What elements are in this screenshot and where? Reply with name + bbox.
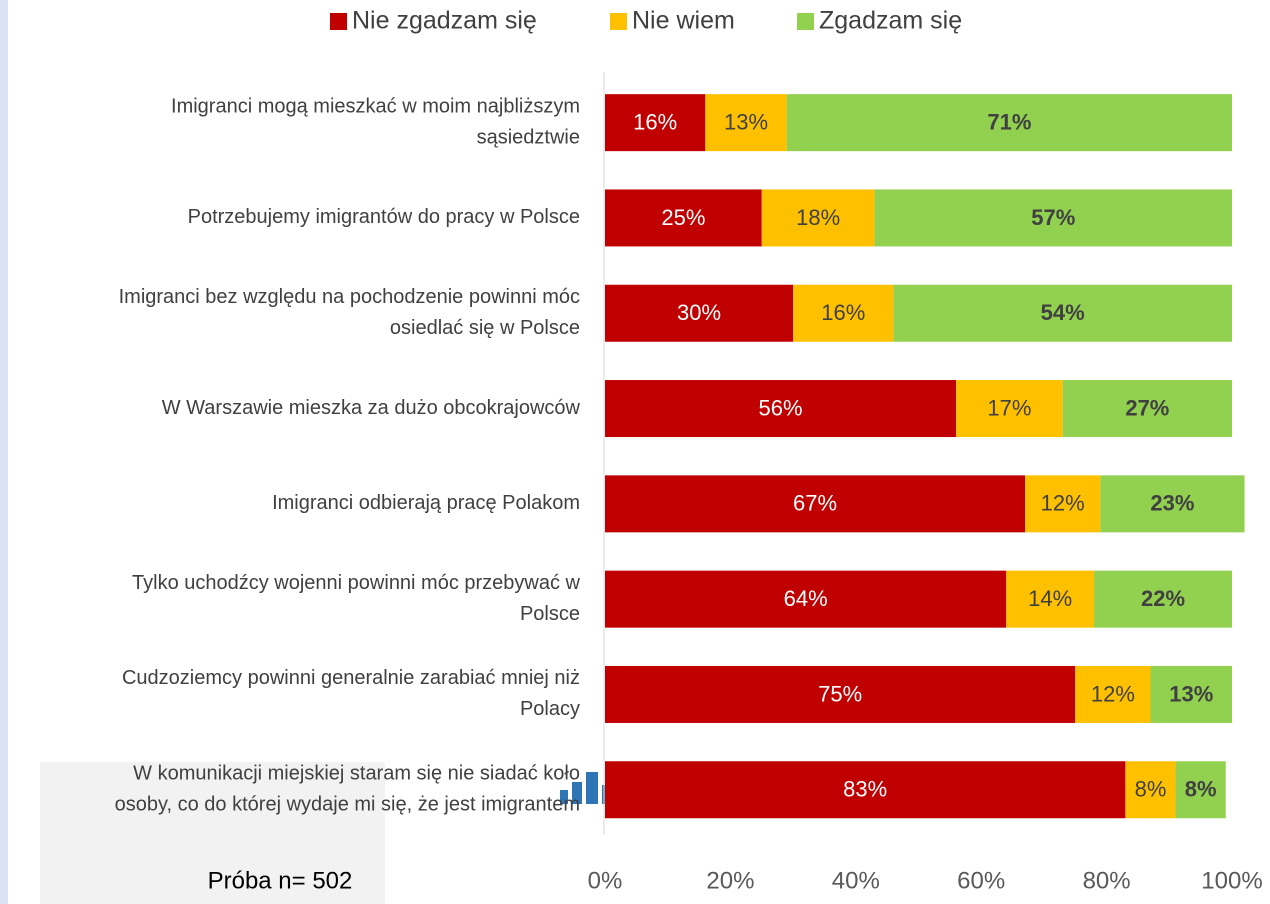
side-strip: [0, 0, 8, 904]
legend-label: Nie zgadzam się: [352, 7, 537, 35]
legend-swatch: [330, 13, 347, 30]
category-label: osiedlać się w Polsce: [390, 317, 580, 339]
x-tick-label: 20%: [706, 867, 754, 894]
data-label: 75%: [818, 681, 862, 706]
data-label: 64%: [784, 586, 828, 611]
x-tick-label: 0%: [588, 867, 623, 894]
category-label: Potrzebujemy imigrantów do pracy w Polsc…: [188, 206, 580, 228]
data-label: 13%: [1169, 681, 1213, 706]
sample-note: Próba n= 502: [208, 867, 353, 894]
data-label: 57%: [1031, 205, 1075, 230]
data-label: 56%: [759, 395, 803, 420]
data-label: 18%: [796, 205, 840, 230]
data-label: 27%: [1125, 395, 1169, 420]
data-label: 12%: [1041, 491, 1085, 516]
data-label: 23%: [1150, 491, 1194, 516]
legend-label: Nie wiem: [632, 7, 735, 35]
category-label: Tylko uchodźcy wojenni powinni móc przeb…: [132, 572, 581, 594]
data-label: 8%: [1185, 777, 1217, 802]
data-label: 16%: [821, 300, 865, 325]
category-label: Polsce: [520, 603, 580, 625]
legend-swatch: [610, 13, 627, 30]
category-label: W Warszawie mieszka za dużo obcokrajowcó…: [162, 397, 581, 419]
data-label: 25%: [661, 205, 705, 230]
chart: Próba n= 502 0% 20% 40% 60% 80% 100% Nie zgadz…: [0, 0, 1270, 904]
data-label: 22%: [1141, 586, 1185, 611]
data-label: 54%: [1041, 300, 1085, 325]
category-label: W komunikacji miejskiej staram się nie s…: [133, 763, 580, 785]
x-tick-label: 80%: [1083, 867, 1131, 894]
category-label: Imigranci odbierają pracę Polakom: [272, 492, 580, 514]
category-label: Imigranci bez względu na pochodzenie pow…: [119, 286, 580, 308]
data-label: 13%: [724, 109, 768, 134]
data-label: 30%: [677, 300, 721, 325]
legend-label: Zgadzam się: [819, 7, 962, 35]
legend-swatch: [797, 13, 814, 30]
x-tick-label: 60%: [957, 867, 1005, 894]
data-label: 12%: [1091, 681, 1135, 706]
data-label: 17%: [987, 395, 1031, 420]
data-label: 16%: [633, 109, 677, 134]
data-label: 67%: [793, 491, 837, 516]
category-label: Cudzoziemcy powinni generalnie zarabiać …: [122, 667, 580, 689]
x-tick-label: 100%: [1201, 867, 1262, 894]
category-label: osoby, co do której wydaje mi się, że je…: [115, 794, 580, 816]
category-label: Imigranci mogą mieszkać w moim najbliższ…: [171, 95, 580, 117]
data-label: 83%: [843, 777, 887, 802]
data-label: 14%: [1028, 586, 1072, 611]
data-label: 8%: [1135, 777, 1167, 802]
category-label: Polacy: [520, 698, 580, 720]
x-tick-label: 40%: [832, 867, 880, 894]
data-label: 71%: [987, 109, 1031, 134]
category-label: sąsiedztwie: [477, 126, 580, 148]
